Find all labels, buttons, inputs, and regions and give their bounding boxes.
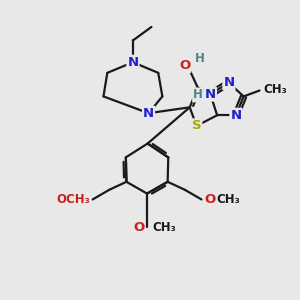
Text: S: S xyxy=(192,119,201,132)
Text: H: H xyxy=(194,52,204,65)
Text: O: O xyxy=(204,193,215,206)
Text: CH₃: CH₃ xyxy=(152,220,176,234)
Text: N: N xyxy=(230,109,242,122)
Text: CH₃: CH₃ xyxy=(264,82,288,95)
Text: O: O xyxy=(179,59,190,72)
Text: N: N xyxy=(223,76,235,89)
Text: N: N xyxy=(205,88,216,100)
Text: OCH₃: OCH₃ xyxy=(56,193,90,206)
Text: N: N xyxy=(143,107,154,120)
Text: O: O xyxy=(133,220,144,234)
Text: CH₃: CH₃ xyxy=(216,193,240,206)
Text: N: N xyxy=(128,56,139,69)
Text: H: H xyxy=(193,88,203,101)
